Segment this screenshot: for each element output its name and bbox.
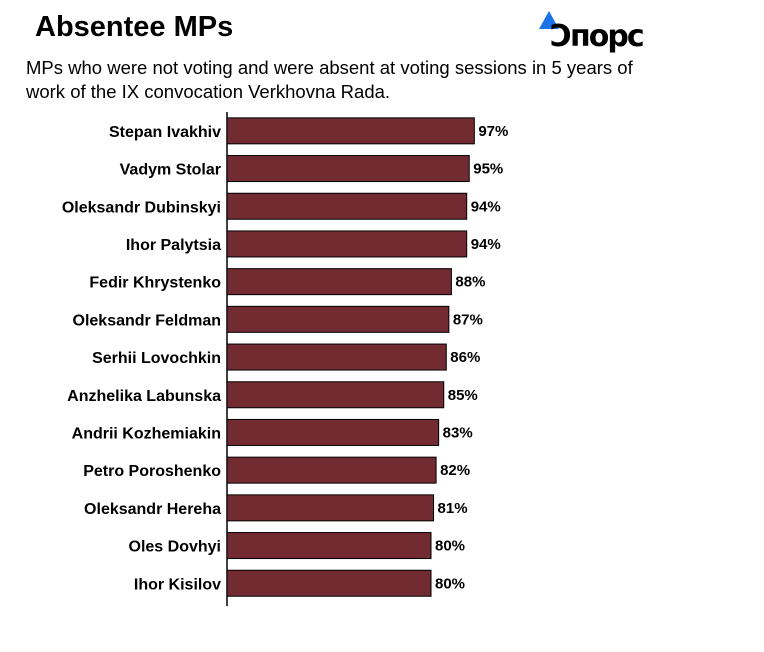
triangle-icon: [539, 11, 559, 29]
value-label: 95%: [473, 161, 503, 178]
bar: [226, 305, 450, 333]
category-label: Serhii Lovochkin: [92, 350, 221, 367]
category-label: Ihor Palytsia: [126, 237, 221, 254]
value-label: 94%: [471, 236, 501, 253]
chart-subtitle: MPs who were not voting and were absent …: [26, 57, 633, 102]
logo-text: Ɔпорᴄ: [550, 19, 645, 54]
value-label: 80%: [435, 538, 465, 555]
category-label: Oles Dovhyi: [129, 539, 221, 556]
value-label: 82%: [440, 462, 470, 479]
bar: [226, 155, 470, 183]
chart-title: Absentee MPs: [35, 11, 234, 43]
value-label: 80%: [435, 575, 465, 592]
category-label: Andrii Kozhemiakin: [72, 425, 221, 442]
bar: [226, 192, 468, 220]
bar: [226, 230, 468, 258]
category-label: Oleksandr Feldman: [73, 312, 222, 329]
category-label: Vadym Stolar: [120, 162, 221, 179]
value-label: 87%: [453, 311, 483, 328]
bar: [226, 532, 432, 560]
category-label: Anzhelika Labunska: [67, 388, 221, 405]
bar: [226, 418, 440, 446]
category-label: Oleksandr Dubinskyi: [62, 199, 221, 216]
bar: [226, 343, 447, 371]
bar: [226, 456, 437, 484]
value-label: 97%: [478, 123, 508, 140]
value-label: 88%: [455, 274, 485, 291]
category-label: Ihor Kisilov: [134, 576, 221, 593]
category-label: Stepan Ivakhiv: [109, 124, 221, 141]
bar: [226, 569, 432, 597]
value-label: 85%: [448, 387, 478, 404]
bar: [226, 494, 435, 522]
value-label: 86%: [450, 349, 480, 366]
value-label: 94%: [471, 198, 501, 215]
value-label: 81%: [438, 500, 468, 517]
bar: [226, 268, 452, 296]
logo: Ɔпорᴄ: [538, 10, 645, 56]
bar: [226, 381, 445, 409]
category-label: Fedir Khrystenko: [89, 275, 221, 292]
bar: [226, 117, 475, 145]
value-label: 83%: [443, 424, 473, 441]
category-label: Petro Poroshenko: [83, 463, 221, 480]
category-label: Oleksandr Hereha: [84, 501, 221, 518]
